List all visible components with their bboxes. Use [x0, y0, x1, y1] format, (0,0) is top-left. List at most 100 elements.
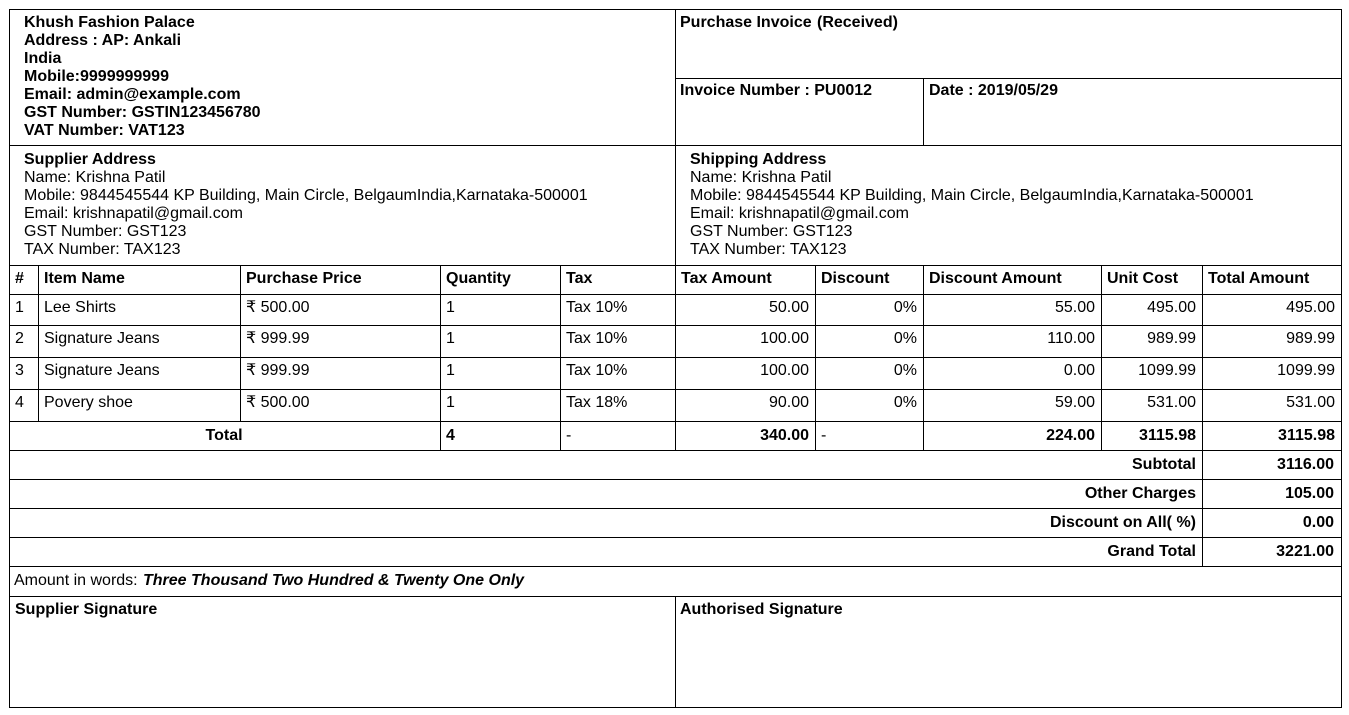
table-cell: 1 [446, 362, 455, 379]
company-line: Email: admin@example.com [24, 86, 241, 103]
table-cell: ₹ 999.99 [246, 362, 310, 379]
table-cell: 50.00 [768, 299, 809, 316]
table-cell: 110.00 [1047, 330, 1095, 347]
words-value: Three Thousand Two Hundred & Twenty One … [143, 572, 525, 589]
cell [675, 596, 1342, 708]
address-line: Mobile: 9844545544 KP Building, Main Cir… [690, 187, 1254, 204]
total-label: Total [205, 427, 243, 444]
table-cell: 0% [893, 362, 917, 379]
cell [9, 537, 1203, 567]
table-cell: ₹ 500.00 [246, 299, 310, 316]
cell [9, 450, 1203, 480]
table-cell: 55.00 [1054, 299, 1095, 316]
words-label: Amount in words: [14, 572, 138, 589]
address-line: Email: krishnapatil@gmail.com [24, 205, 243, 222]
cell [815, 421, 924, 451]
summary-value: 3221.00 [1276, 543, 1334, 560]
table-cell: 1 [15, 299, 24, 316]
total-cell: 3115.98 [1139, 427, 1196, 444]
cell [9, 357, 39, 390]
total-cell: - [821, 427, 827, 444]
column-header: Unit Cost [1107, 270, 1179, 287]
cell [9, 325, 39, 358]
cell [9, 508, 1203, 538]
summary-value: 3116.00 [1277, 456, 1334, 473]
cell [440, 294, 561, 326]
company-line: Mobile:9999999999 [24, 68, 169, 85]
summary-value: 0.00 [1302, 514, 1334, 531]
address-heading: Shipping Address [690, 151, 827, 168]
cell [9, 479, 1203, 509]
address-line: Name: Krishna Patil [690, 169, 832, 186]
cell [440, 357, 561, 390]
table-cell: Tax 10% [566, 362, 628, 379]
table-cell: 1099.99 [1277, 362, 1335, 379]
company-line: VAT Number: VAT123 [24, 122, 185, 139]
total-cell: 224.00 [1046, 427, 1095, 444]
address-line: Email: krishnapatil@gmail.com [690, 205, 909, 222]
column-header: Tax [566, 270, 593, 287]
invoice-date: Date : 2019/05/29 [929, 82, 1058, 99]
column-header: Total Amount [1208, 270, 1310, 287]
address-line: GST Number: GST123 [690, 223, 853, 240]
address-heading: Supplier Address [24, 151, 156, 168]
invoice-number: Invoice Number : PU0012 [680, 82, 873, 99]
table-cell: 1 [446, 330, 455, 347]
summary-label: Discount on All( %) [1049, 514, 1196, 531]
table-cell: 3 [15, 362, 24, 379]
address-line: TAX Number: TAX123 [24, 241, 181, 258]
column-header: Purchase Price [246, 270, 362, 287]
total-cell: 4 [446, 427, 455, 444]
table-cell: Tax 10% [566, 299, 628, 316]
company-line: Address : AP: Ankali [24, 32, 182, 49]
table-cell: 1099.99 [1138, 362, 1196, 379]
table-cell: 531.00 [1147, 394, 1196, 411]
table-cell: 495.00 [1286, 299, 1335, 316]
address-line: Name: Krishna Patil [24, 169, 166, 186]
table-cell: 989.99 [1147, 330, 1196, 347]
table-cell: 4 [15, 394, 24, 411]
company-name: Khush Fashion Palace [24, 14, 195, 31]
table-cell: 59.00 [1054, 394, 1095, 411]
total-cell: - [566, 427, 572, 444]
column-header: # [15, 270, 24, 287]
cell [9, 389, 39, 422]
table-cell: 1 [446, 299, 455, 316]
table-cell: 531.00 [1286, 394, 1335, 411]
total-cell: 3115.98 [1278, 427, 1335, 444]
column-header: Tax Amount [681, 270, 772, 287]
address-line: Mobile: 9844545544 KP Building, Main Cir… [24, 187, 588, 204]
invoice-title: Purchase Invoice [680, 14, 812, 31]
column-header: Item Name [44, 270, 125, 287]
table-cell: 100.00 [760, 330, 809, 347]
company-line: GST Number: GSTIN123456780 [24, 104, 261, 121]
table-cell: Tax 18% [566, 394, 628, 411]
cell [560, 421, 676, 451]
table-cell: Povery shoe [44, 394, 133, 411]
table-cell: 0% [893, 299, 917, 316]
table-cell: Signature Jeans [44, 330, 160, 347]
invoice-status: (Received) [817, 14, 898, 31]
table-cell: 989.99 [1286, 330, 1335, 347]
column-header: Quantity [446, 270, 511, 287]
table-cell: Signature Jeans [44, 362, 160, 379]
table-cell: 495.00 [1147, 299, 1196, 316]
summary-label: Other Charges [1084, 485, 1196, 502]
table-cell: 0% [893, 394, 917, 411]
table-cell: 0.00 [1063, 362, 1095, 379]
signature-label: Supplier Signature [15, 601, 158, 618]
column-header: Discount [821, 270, 890, 287]
table-cell: 2 [15, 330, 24, 347]
company-line: India [24, 50, 62, 67]
summary-value: 105.00 [1285, 485, 1334, 502]
total-cell: 340.00 [760, 427, 809, 444]
table-cell: ₹ 999.99 [246, 330, 310, 347]
cell [9, 294, 39, 326]
table-cell: ₹ 500.00 [246, 394, 310, 411]
table-cell: 1 [446, 394, 455, 411]
table-cell: Tax 10% [566, 330, 628, 347]
signature-label: Authorised Signature [680, 601, 843, 618]
column-header: Discount Amount [929, 270, 1062, 287]
address-line: GST Number: GST123 [24, 223, 187, 240]
